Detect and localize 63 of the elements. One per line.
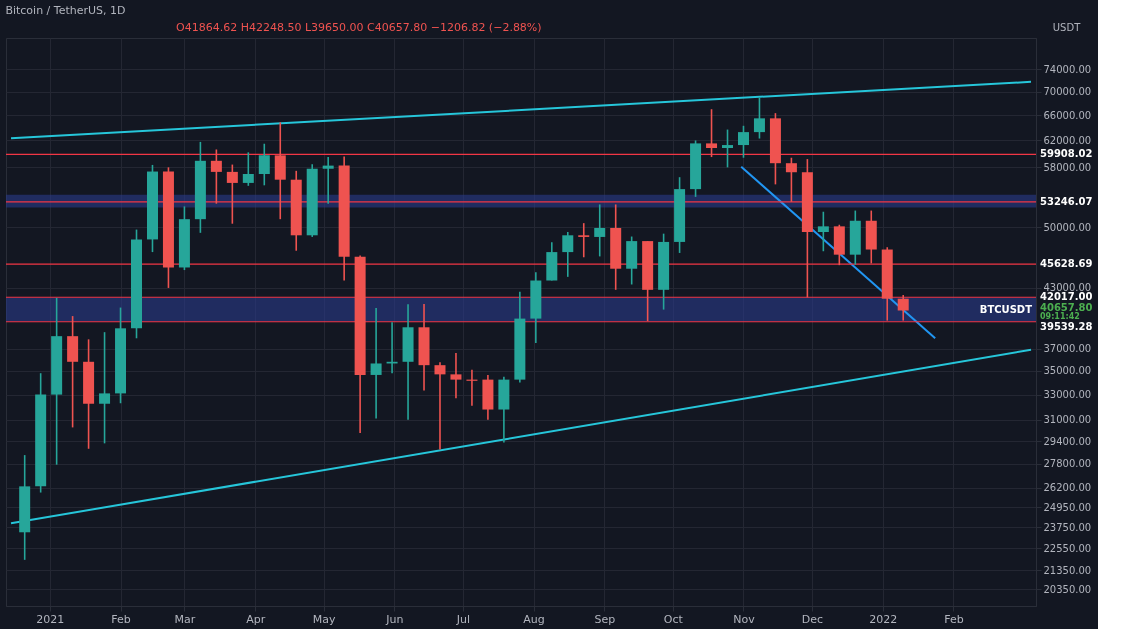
y-tick-label: 20350.00 — [1043, 583, 1092, 595]
candlestick — [226, 163, 238, 225]
ref-line-label: 59908.02 — [1040, 148, 1093, 160]
x-tick-label: Jun — [385, 612, 404, 626]
x-tick-label: Nov — [733, 612, 756, 626]
y-tick-label: 29400.00 — [1043, 435, 1092, 447]
y-axis-title: USDT — [1052, 21, 1082, 33]
candlestick — [450, 352, 462, 400]
x-tick-label: Feb — [111, 612, 131, 626]
candlestick — [322, 156, 334, 205]
y-tick-label: 21350.00 — [1043, 564, 1092, 576]
candlestick — [99, 331, 111, 445]
text: 40657.80 — [1040, 301, 1093, 313]
y-tick-label: 70000.00 — [1043, 86, 1092, 98]
candlestick — [562, 231, 574, 278]
y-tick-label: 37000.00 — [1043, 343, 1092, 354]
y-tick-label: 27800.00 — [1043, 458, 1092, 470]
text: O41864.62 H42248.50 L39650.00 C40657.80 −1206.82 (−2.88%) — [176, 21, 542, 34]
y-tick-label: 74000.00 — [1043, 63, 1092, 75]
x-tick-label: Dec — [801, 612, 824, 626]
x-tick-label: Jul — [455, 612, 470, 626]
y-tick-label: 22550.00 — [1043, 542, 1092, 554]
y-tick-label: 23750.00 — [1043, 521, 1092, 533]
x-tick-label: Mar — [174, 612, 196, 626]
y-tick-label: 66000.00 — [1043, 109, 1092, 121]
x-tick-label: 2021 — [36, 612, 65, 626]
y-tick-label: 43000.00 — [1043, 282, 1092, 294]
x-tick-label: Apr — [246, 612, 266, 626]
text: 09:11:42 — [1040, 311, 1080, 321]
x-tick-label: Aug — [523, 612, 545, 626]
candlestick — [737, 124, 749, 159]
ref-line-label: 42017.00 — [1040, 291, 1093, 303]
candlestick — [897, 294, 909, 322]
ref-line-label: 39539.28 — [1040, 320, 1093, 332]
y-tick-label: 58000.00 — [1043, 161, 1092, 173]
ref-line-label: 45628.69 — [1040, 258, 1093, 270]
y-tick-label: 50000.00 — [1043, 221, 1092, 233]
y-tick-label: 31000.00 — [1043, 414, 1092, 426]
x-tick-label: 2022 — [869, 612, 898, 626]
y-tick-label: 62000.00 — [1043, 134, 1092, 146]
candlestick — [578, 222, 590, 259]
y-tick-label: 33000.00 — [1043, 389, 1092, 401]
annotation: BTCUSDT — [979, 303, 1033, 315]
y-tick-label: 24950.00 — [1043, 501, 1092, 513]
chart-title: Bitcoin / TetherUS, 1D — [5, 4, 126, 17]
x-tick-label: Oct — [663, 612, 684, 626]
y-tick-label: 26200.00 — [1043, 482, 1092, 494]
candlestick — [706, 108, 718, 158]
candlestick — [210, 148, 222, 205]
x-tick-label: Sep — [594, 612, 616, 626]
candlestick — [370, 307, 382, 420]
y-tick-label: 35000.00 — [1043, 365, 1092, 377]
x-tick-label: May — [312, 612, 336, 626]
candlestick — [722, 128, 734, 169]
ref-line-label: 53246.07 — [1040, 195, 1093, 207]
candlestick — [258, 142, 270, 187]
candlestick — [594, 203, 606, 258]
candlestick — [242, 151, 254, 187]
candlestick — [434, 361, 446, 451]
x-tick-label: Feb — [944, 612, 964, 626]
candlestick — [785, 156, 797, 203]
candlestick — [753, 96, 765, 140]
candlestick — [817, 210, 829, 253]
